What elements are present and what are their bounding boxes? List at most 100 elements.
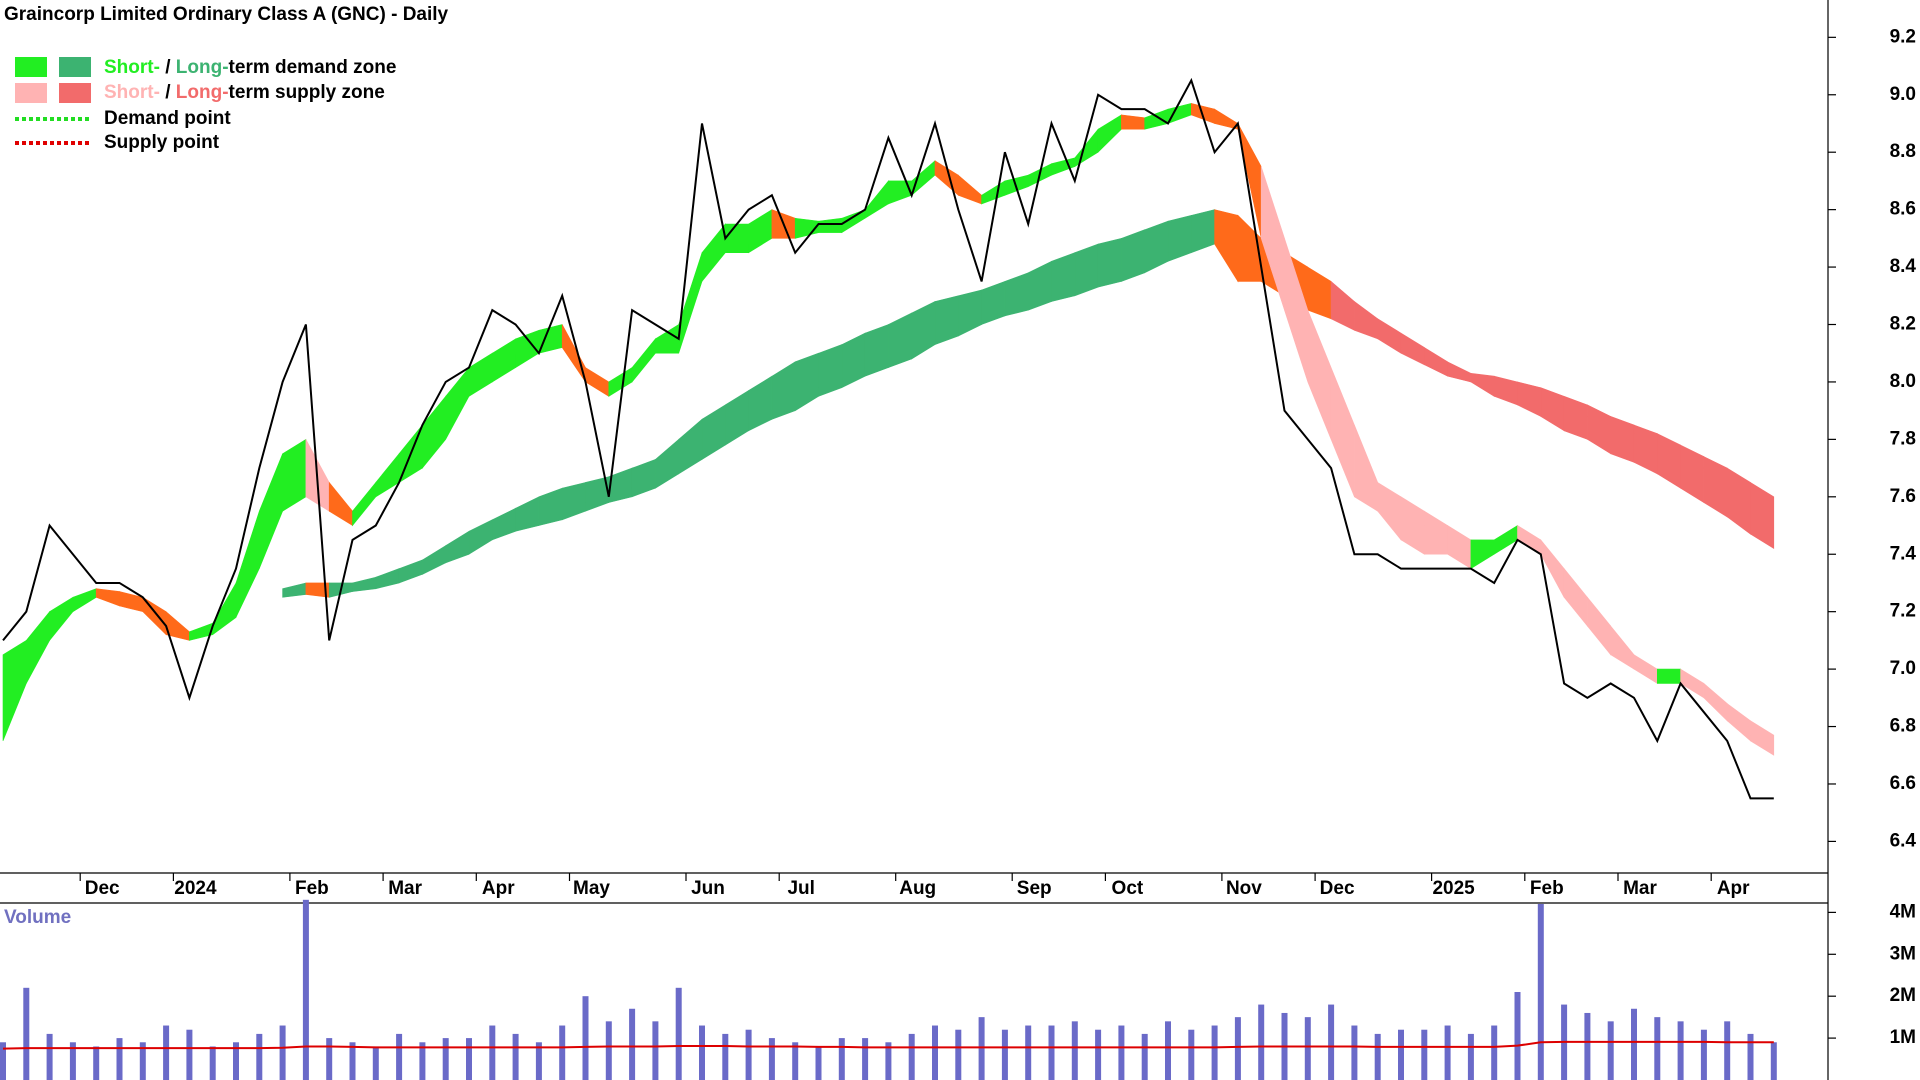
zone-segment (981, 280, 1006, 325)
zone-segment (282, 582, 307, 598)
volume-bar (1118, 1025, 1125, 1080)
zone-segment (1540, 387, 1565, 432)
volume-bar (1467, 1033, 1474, 1080)
volume-bar (862, 1038, 869, 1080)
zone-segment (282, 438, 307, 512)
y-tick-label: 7.6 (1890, 486, 1916, 507)
volume-tick-label: 4M (1890, 901, 1916, 922)
volume-bar (512, 1033, 519, 1080)
zone-segment (608, 367, 633, 397)
volume-bar (1025, 1025, 1032, 1080)
volume-bar (139, 1042, 146, 1080)
y-tick-label: 7.0 (1890, 658, 1916, 679)
volume-bar (279, 1025, 286, 1080)
legend-part: Long- (176, 57, 229, 78)
zone-segment (1330, 280, 1355, 331)
x-tick-label: Dec (85, 878, 120, 899)
zone-segment (934, 295, 959, 346)
volume-bar (1724, 1021, 1731, 1080)
volume-bar (629, 1008, 636, 1080)
legend-part: / (160, 57, 176, 78)
zone-segment (1470, 539, 1495, 570)
zone-segment (491, 338, 516, 383)
volume-bar (1258, 1004, 1265, 1080)
zone-segment (724, 223, 749, 254)
zone-segment (2, 639, 27, 742)
zone-segment (748, 209, 773, 254)
zone-segment (1097, 114, 1122, 153)
zone-segment (1657, 433, 1681, 489)
zone-segment (25, 610, 50, 684)
volume-bar (652, 1021, 659, 1080)
zone-segment (1167, 102, 1192, 124)
volume-average (2, 1040, 1774, 1050)
zone-segment (1424, 346, 1448, 377)
x-tick-label: Feb (295, 878, 329, 899)
zone-segment (1493, 375, 1518, 406)
zone-segment (957, 289, 982, 337)
zone-segment (72, 588, 97, 613)
price-line (2, 77, 1774, 800)
volume-bar (186, 1029, 193, 1080)
volume-bar (0, 1042, 6, 1080)
y-tick-label: 8.0 (1890, 371, 1916, 392)
legend-swatch (59, 83, 91, 103)
volume-bar (1444, 1025, 1451, 1080)
volume-bar (23, 987, 30, 1080)
zone-segment (841, 332, 866, 389)
legend-entry: Short- / Long-term supply zone (104, 82, 385, 103)
volume-bar (419, 1042, 426, 1080)
zone-segment (1400, 496, 1425, 555)
volume-bar (1304, 1017, 1311, 1080)
zone-segment (1750, 481, 1775, 550)
y-tick-label: 7.4 (1890, 543, 1917, 564)
zone-segment (491, 507, 516, 541)
volume-tick-label: 1M (1890, 1027, 1916, 1048)
zone-segment (771, 361, 796, 420)
x-tick-label: 2025 (1432, 878, 1475, 899)
zone-segment (1167, 214, 1192, 262)
zone-segment (1121, 229, 1145, 282)
zone-segment (1121, 114, 1145, 130)
volume-bar (792, 1042, 799, 1080)
zone-segment (212, 581, 237, 636)
zone-segment (538, 487, 563, 526)
volume-bar (1328, 1004, 1335, 1080)
zone-segment (1354, 424, 1378, 512)
zone-segment (957, 174, 982, 205)
volume-bar (442, 1038, 449, 1080)
volume-bar (116, 1038, 123, 1080)
volume-bar (1491, 1025, 1498, 1080)
zone-segment (1377, 318, 1402, 354)
volume-bar (1770, 1042, 1777, 1080)
volume-bar (1398, 1029, 1404, 1080)
zone-segment (1214, 209, 1239, 283)
volume-bar (1514, 992, 1521, 1080)
volume-bar (372, 1046, 379, 1080)
volume-bar (302, 899, 309, 1080)
volume-bar (1607, 1021, 1614, 1080)
zone-segment (1680, 668, 1705, 699)
zone-segment (515, 496, 540, 532)
volume-bar (1095, 1029, 1102, 1080)
zone-segment (258, 453, 283, 569)
zone-segment (422, 395, 447, 469)
zone-segment (1144, 220, 1169, 274)
y-tick-label: 6.6 (1890, 773, 1916, 794)
volume-tick-label: 2M (1890, 985, 1916, 1006)
zone-segment (1447, 524, 1472, 570)
zone-segment (655, 323, 680, 354)
zone-segment (1354, 300, 1378, 340)
zone-segment (1517, 381, 1542, 417)
x-tick-label: Mar (388, 878, 422, 899)
y-tick-label: 8.6 (1890, 199, 1916, 220)
volume-bar (69, 1042, 76, 1080)
zone-segment (1074, 243, 1099, 297)
zone-segment (352, 576, 377, 592)
zone-segment (95, 588, 120, 607)
x-tick-label: Aug (899, 878, 936, 899)
volume-bar (978, 1017, 985, 1080)
volume-bar (815, 1046, 822, 1080)
volume-bar (768, 1038, 775, 1080)
zone-segment (1680, 444, 1705, 504)
